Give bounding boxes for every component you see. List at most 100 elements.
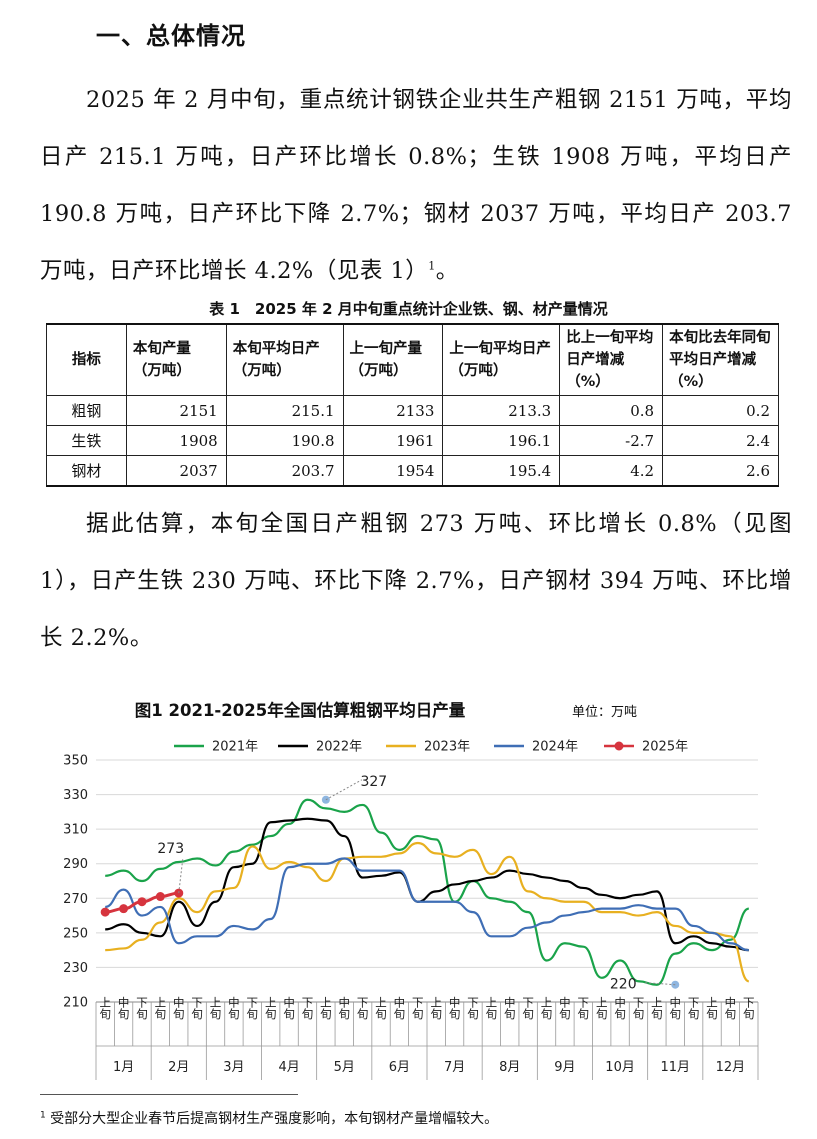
table-header-cell: 上一旬产量（万吨） bbox=[342, 323, 444, 396]
legend-label: 2024年 bbox=[532, 740, 578, 755]
x-tick-label: 中旬 bbox=[503, 997, 517, 1021]
series-point-2025年 bbox=[100, 907, 110, 917]
annotation-leader bbox=[178, 859, 184, 894]
month-label: 5月 bbox=[334, 1060, 355, 1075]
table-row: 生铁 1908 190.8 1961 196.1 -2.7 2.4 bbox=[46, 425, 779, 456]
y-tick-label: 270 bbox=[63, 892, 88, 907]
table-cell: 2.4 bbox=[662, 425, 779, 456]
month-label: 3月 bbox=[223, 1060, 244, 1075]
x-tick-label: 上旬 bbox=[374, 997, 388, 1021]
y-tick-label: 350 bbox=[63, 754, 88, 769]
x-tick-label: 上旬 bbox=[484, 997, 498, 1021]
x-tick-label: 下旬 bbox=[742, 997, 756, 1021]
annotation-label: 220 bbox=[610, 977, 637, 993]
table-cell: 195.4 bbox=[442, 455, 561, 487]
chart-x-axis: 上旬 中旬 下旬 上旬 中旬 下旬 上旬 中旬 下旬 上旬 中旬 下旬 上旬 中旬 下旬 上旬 中旬 下旬 上旬 中旬… bbox=[95, 997, 759, 1085]
legend-marker bbox=[614, 741, 624, 751]
paragraph-estimate: 据此估算，本旬全国日产粗钢 273 万吨、环比增长 0.8%（见图 1），日产生… bbox=[40, 511, 792, 651]
legend-label: 2022年 bbox=[316, 740, 362, 755]
section-heading: 一、总体情况 bbox=[96, 22, 246, 50]
table-header-cell: 本旬比去年同旬平均日产增减（%） bbox=[662, 323, 779, 396]
x-tick-label: 下旬 bbox=[300, 997, 314, 1021]
x-tick-label: 中旬 bbox=[282, 997, 296, 1021]
y-tick-label: 290 bbox=[63, 857, 88, 872]
y-tick-label: 310 bbox=[63, 823, 88, 838]
x-tick-label: 上旬 bbox=[650, 997, 664, 1021]
x-tick-label: 下旬 bbox=[356, 997, 370, 1021]
y-tick-label: 210 bbox=[63, 996, 88, 1011]
x-tick-label: 下旬 bbox=[466, 997, 480, 1021]
month-label: 4月 bbox=[278, 1060, 299, 1075]
footnote-divider bbox=[40, 1094, 298, 1095]
x-tick-label: 上旬 bbox=[705, 997, 719, 1021]
table-cell: 1954 bbox=[342, 455, 444, 487]
series-point-2025年 bbox=[137, 897, 147, 907]
x-tick-label: 下旬 bbox=[687, 997, 701, 1021]
y-tick-label: 230 bbox=[63, 961, 88, 976]
chart-svg: 图1 2021-2025年全国估算粗钢平均日产量 单位：万吨 2021年 2022… bbox=[63, 700, 759, 1085]
x-tick-label: 中旬 bbox=[392, 997, 406, 1021]
x-tick-label: 中旬 bbox=[723, 997, 737, 1021]
chart-annotations: 327 273 220 bbox=[157, 774, 680, 993]
x-tick-label: 上旬 bbox=[98, 997, 112, 1021]
table-cell: -2.7 bbox=[559, 425, 664, 456]
table-row: 粗钢 2151 215.1 2133 213.3 0.8 0.2 bbox=[46, 395, 779, 426]
footnote-number: 1 bbox=[40, 1110, 46, 1121]
footnote: 1 受部分大型企业春节后提高钢材生产强度影响，本旬钢材产量增幅较大。 bbox=[40, 1108, 498, 1128]
table-cell: 190.8 bbox=[225, 425, 344, 456]
x-tick-label: 中旬 bbox=[448, 997, 462, 1021]
chart-figure-1: 图1 2021-2025年全国估算粗钢平均日产量 单位：万吨 2021年 2022… bbox=[34, 684, 784, 1085]
table-cell: 2151 bbox=[125, 395, 227, 426]
chart-unit: 单位：万吨 bbox=[572, 705, 637, 720]
table-header-cell: 指标 bbox=[46, 323, 127, 396]
legend-label: 2025年 bbox=[642, 740, 688, 755]
series-point-2025年 bbox=[155, 892, 165, 902]
series-point-2025年 bbox=[119, 904, 129, 914]
legend-label: 2021年 bbox=[212, 740, 258, 755]
x-tick-label: 下旬 bbox=[576, 997, 590, 1021]
table-cell: 0.2 bbox=[662, 395, 779, 426]
paragraph-summary-end: 。 bbox=[435, 258, 459, 284]
x-tick-label: 下旬 bbox=[135, 997, 149, 1021]
table-cell: 钢材 bbox=[46, 455, 127, 487]
paragraph-summary: 2025 年 2 月中旬，重点统计钢铁企业共生产粗钢 2151 万吨，平均日产 … bbox=[40, 72, 792, 300]
table-cell: 1908 bbox=[125, 425, 227, 456]
series-line-2022年 bbox=[105, 817, 749, 952]
annotation-leader bbox=[645, 982, 676, 986]
x-tick-label: 下旬 bbox=[521, 997, 535, 1021]
table-cell: 215.1 bbox=[225, 395, 344, 426]
legend-label: 2023年 bbox=[424, 740, 470, 755]
table-cell: 粗钢 bbox=[46, 395, 127, 426]
table-cell: 0.8 bbox=[559, 395, 664, 426]
annotation-label: 327 bbox=[360, 774, 387, 790]
x-tick-label: 中旬 bbox=[337, 997, 351, 1021]
table-header-row: 指标 本旬产量（万吨） 本旬平均日产（万吨） 上一旬产量（万吨） 上一旬平均日产… bbox=[46, 323, 779, 396]
table-header-cell: 比上一旬平均日产增减（%） bbox=[559, 323, 664, 396]
table-row: 钢材 2037 203.7 1954 195.4 4.2 2.6 bbox=[46, 455, 779, 487]
series-line-2024年 bbox=[104, 857, 749, 952]
table-cell: 213.3 bbox=[442, 395, 561, 426]
table-cell: 203.7 bbox=[225, 455, 344, 487]
table-header-cell: 本旬产量（万吨） bbox=[125, 323, 227, 396]
x-tick-label: 中旬 bbox=[172, 997, 186, 1021]
month-label: 7月 bbox=[444, 1060, 465, 1075]
x-tick-label: 上旬 bbox=[209, 997, 223, 1021]
x-tick-label: 下旬 bbox=[245, 997, 259, 1021]
y-tick-label: 250 bbox=[63, 926, 88, 941]
chart-grid bbox=[96, 759, 758, 1003]
x-tick-label: 中旬 bbox=[558, 997, 572, 1021]
series-line-2023年 bbox=[105, 841, 750, 983]
y-tick-label: 330 bbox=[63, 788, 88, 803]
table-cell: 196.1 bbox=[442, 425, 561, 456]
table-cell: 2037 bbox=[125, 455, 227, 487]
month-label: 12月 bbox=[716, 1060, 746, 1075]
x-tick-label: 上旬 bbox=[429, 997, 443, 1021]
x-tick-label: 上旬 bbox=[319, 997, 333, 1021]
month-label: 2月 bbox=[168, 1060, 189, 1075]
production-table: 指标 本旬产量（万吨） 本旬平均日产（万吨） 上一旬产量（万吨） 上一旬平均日产… bbox=[46, 323, 779, 487]
footnote-ref[interactable]: 1 bbox=[428, 259, 436, 273]
chart-series-group bbox=[100, 798, 750, 986]
chart-title: 图1 2021-2025年全国估算粗钢平均日产量 bbox=[135, 700, 466, 720]
table-title: 表 1 2025 年 2 月中旬重点统计企业铁、钢、材产量情况 bbox=[209, 300, 608, 318]
series-line-2021年 bbox=[105, 798, 750, 986]
